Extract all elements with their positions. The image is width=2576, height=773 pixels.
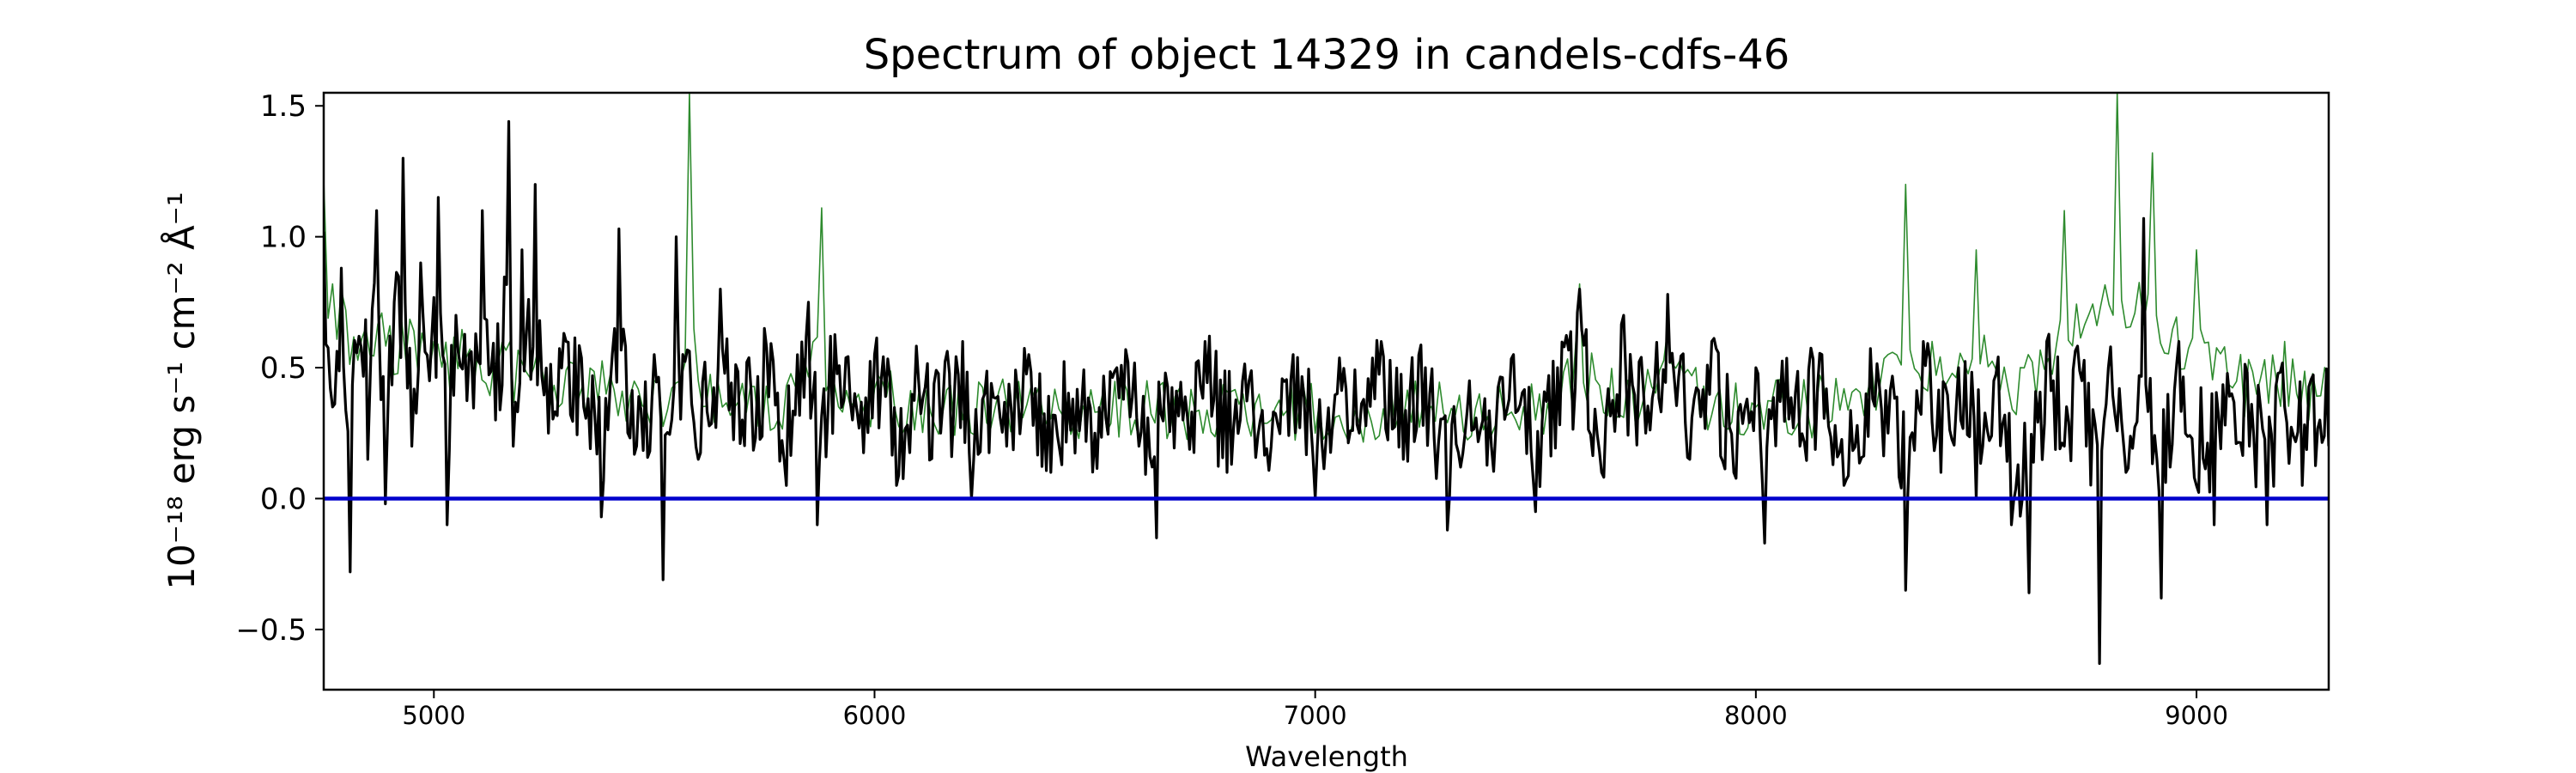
y-tick-label: −0.5 [235, 613, 307, 648]
x-tick-label: 9000 [2165, 701, 2228, 730]
y-tick-label: 1.5 [260, 89, 307, 124]
y-tick-label: 1.0 [260, 221, 307, 255]
x-axis-ticks: 5000 6000 7000 8000 9000 [402, 690, 2228, 730]
y-tick-label: 0.5 [260, 351, 307, 386]
y-tick-label: 0.0 [260, 482, 307, 516]
x-tick-label: 8000 [1724, 701, 1788, 730]
x-tick-label: 5000 [402, 701, 465, 730]
x-tick-label: 7000 [1284, 701, 1347, 730]
x-axis-label: Wavelength [1245, 740, 1408, 773]
observed-flux-line [324, 119, 2329, 666]
chart-title: Spectrum of object 14329 in candels-cdfs… [864, 31, 1790, 79]
y-axis-ticks: −0.5 0.0 0.5 1.0 1.5 [235, 89, 324, 648]
plot-area [324, 93, 2329, 666]
plot-frame [322, 91, 2330, 691]
x-tick-label: 6000 [843, 701, 907, 730]
y-axis-label: 10⁻¹⁸ erg s⁻¹ cm⁻² Å⁻¹ [160, 192, 203, 589]
